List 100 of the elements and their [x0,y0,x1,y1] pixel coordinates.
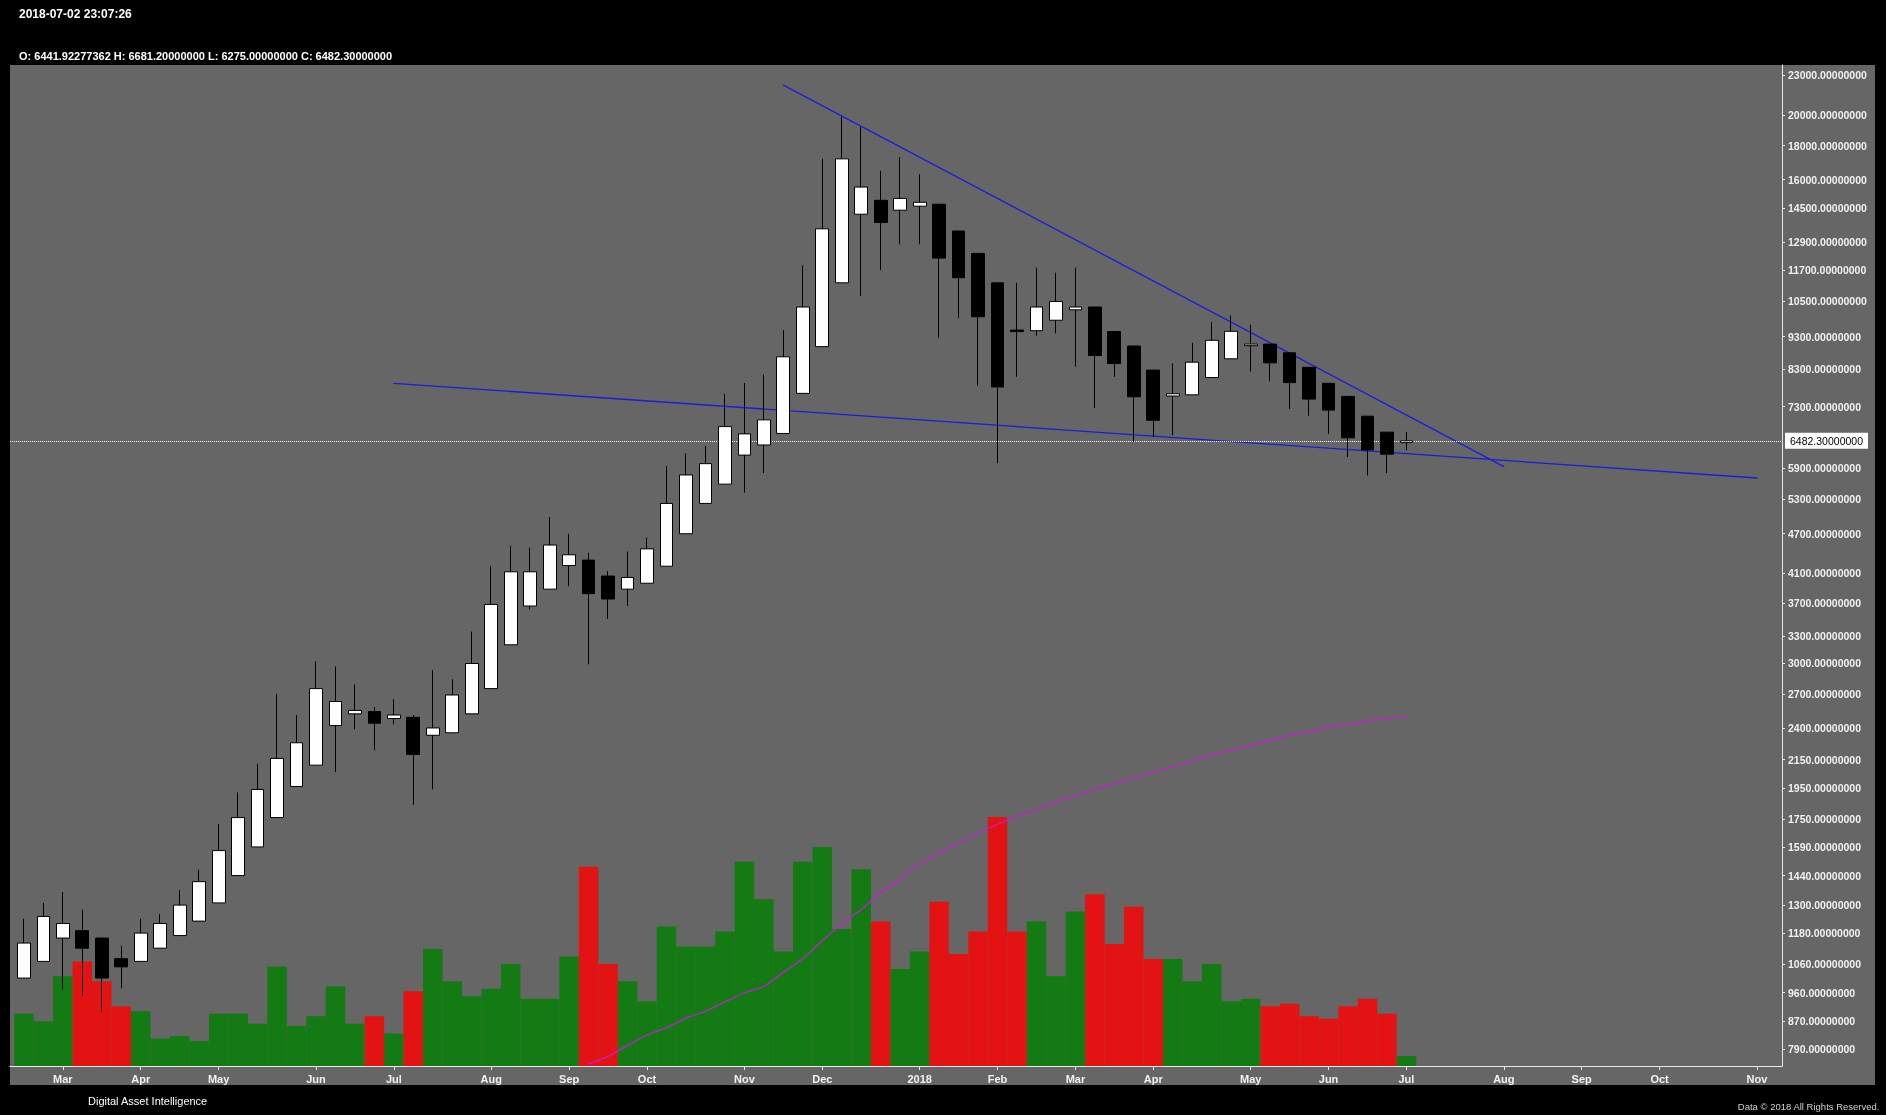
candlestick [913,173,927,245]
candlestick [270,693,284,819]
candlestick [153,913,167,949]
x-tick-label: Dec [812,1072,833,1085]
bar [1396,1056,1417,1066]
y-tick-label: 1180.00000000 [1788,927,1861,940]
candlestick [134,918,148,962]
y-tick-label: 3700.00000000 [1788,596,1862,609]
candlestick [1322,382,1335,435]
x-tick-label: Sep [1571,1072,1593,1085]
y-tick-label: 3300.00000000 [1788,629,1862,642]
candlestick [309,661,323,766]
x-tick-label: Mar [53,1072,74,1085]
candlestick [679,452,693,535]
y-tick-label: 3000.00000000 [1788,657,1862,670]
candlestick [114,945,128,989]
candlestick [815,158,829,348]
candlestick [1263,343,1277,382]
candlestick [95,937,109,1012]
y-tick-label: 4100.00000000 [1788,567,1862,580]
candlestick [1127,345,1141,443]
y-tick-label: 5300.00000000 [1788,493,1862,506]
candlestick [1049,272,1063,334]
x-tick-label: Aug [480,1072,502,1085]
y-tick-label: 1750.00000000 [1788,813,1862,826]
candlestick [640,536,654,584]
y-tick-label: 1060.00000000 [1788,958,1862,971]
y-tick-label: 16000.00000000 [1788,173,1867,186]
y-tick-label: 4700.00000000 [1788,527,1862,540]
candlestick [874,170,888,271]
candlestick [192,869,206,922]
candlestick [1107,331,1121,378]
candlestick [854,126,868,297]
x-tick-label: Sep [559,1072,580,1085]
candlestick [37,902,50,962]
x-tick-label: Nov [1746,1072,1769,1085]
candlestick [368,706,381,751]
candlestick [932,203,946,339]
y-tick-label: 9300.00000000 [1788,330,1862,343]
candlestick [329,665,342,773]
y-tick-label: 2400.00000000 [1788,721,1862,734]
y-tick-label: 960.00000000 [1788,986,1856,999]
candlestick [1205,321,1219,379]
line-series [587,715,1408,1065]
candlestick [562,533,576,587]
x-tick-label: 2018 [907,1072,932,1085]
candlestick [582,552,595,665]
candlestick [1361,415,1374,476]
x-tick-label: Jul [385,1072,402,1085]
candlestick [484,565,498,690]
y-tick-label: 20000.00000000 [1788,109,1867,122]
candlestick [893,156,907,245]
candlestick [971,252,985,387]
candlestick [465,631,479,715]
candlestick [1244,324,1258,372]
candlestick [426,669,440,790]
candlestick [835,116,849,284]
bar [384,1033,404,1066]
x-tick-label: Jun [1318,1072,1339,1085]
x-tick-label: May [207,1072,231,1085]
y-tick-label: 2150.00000000 [1788,753,1862,766]
candlestick [1380,431,1394,474]
x-tick-label: Jun [306,1072,327,1085]
candlestick [991,282,1004,464]
candlestick [776,329,790,434]
x-tick-label: Oct [637,1072,657,1085]
candlestick [699,445,712,504]
x-tick-label: May [1239,1072,1263,1085]
bar [870,921,891,1066]
y-tick-label: 790.00000000 [1788,1043,1856,1056]
candlestick [406,714,420,806]
candlestick [1146,369,1160,438]
y-tick-label: 1440.00000000 [1788,869,1862,882]
candlestick [1166,362,1180,436]
x-tick-label: Nov [734,1072,756,1085]
candlestick [601,570,615,620]
x-tick-label: Aug [1493,1072,1515,1085]
x-tick-label: Feb [987,1072,1008,1085]
x-tick-label: Mar [1065,1072,1086,1085]
candlestick [212,823,226,904]
candlestick [1010,282,1024,378]
y-tick-label: 870.00000000 [1788,1015,1856,1028]
candlestick [348,683,362,730]
text: Digital Asset Intelligence [88,1094,208,1107]
candlestick [523,547,537,610]
candlestick [290,714,303,787]
x-tick-label: Oct [1650,1072,1670,1085]
candlestick [1302,366,1316,417]
x-tick-label: Apr [131,1072,151,1085]
candlestick [543,516,557,590]
candlestick [56,891,70,991]
y-tick-label: 10500.00000000 [1788,295,1867,308]
candlestick [1283,352,1296,410]
text: Data © 2018 All Rights Reserved. [1737,1100,1880,1112]
candlestick [17,918,31,979]
x-tick-label: Jul [1398,1072,1415,1085]
candlestick [796,264,810,394]
candlestick [445,678,459,734]
y-tick-label: 12900.00000000 [1788,235,1867,248]
candlestick [1341,395,1355,458]
